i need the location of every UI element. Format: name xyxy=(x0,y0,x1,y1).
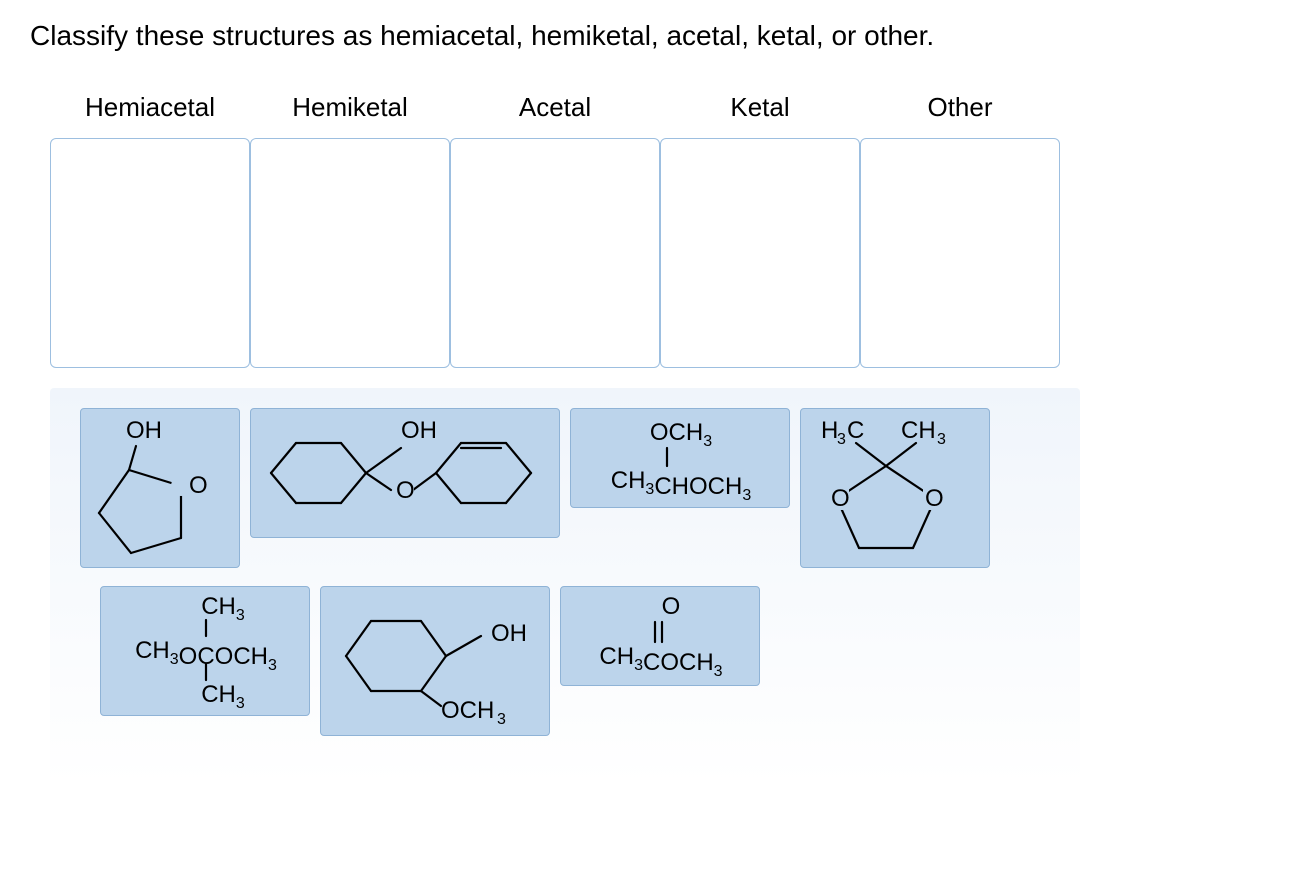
tile-cyclohexane-oh-och3[interactable]: OH OCH3 xyxy=(320,586,550,736)
tile-row-1: OOHOOHOCH3CH3CHOCH3OOH3CCH3 xyxy=(80,408,1050,568)
svg-text:3: 3 xyxy=(937,431,946,448)
svg-text:3: 3 xyxy=(837,431,846,448)
svg-text:OCH3: OCH3 xyxy=(650,419,712,450)
structure-icon: OOH3CCH3 xyxy=(801,408,989,568)
dropzone-hemiketal[interactable] xyxy=(250,138,450,368)
category-acetal: Acetal xyxy=(450,92,660,368)
structure-icon: O CH3COCH3 xyxy=(561,586,759,686)
tile-spiro-ketal[interactable]: O OH xyxy=(250,408,560,538)
svg-text:OH: OH xyxy=(401,417,437,444)
category-row: Hemiacetal Hemiketal Acetal Ketal Other xyxy=(50,92,1272,368)
svg-text:O: O xyxy=(925,485,944,512)
svg-text:H: H xyxy=(821,417,838,444)
svg-text:O: O xyxy=(831,485,850,512)
category-hemiacetal: Hemiacetal xyxy=(50,92,250,368)
question-text: Classify these structures as hemiacetal,… xyxy=(30,20,1272,52)
svg-text:CH3OCOCH3: CH3OCOCH3 xyxy=(135,637,277,674)
svg-text:3: 3 xyxy=(497,711,506,728)
svg-text:OCH: OCH xyxy=(441,697,494,724)
svg-text:CH: CH xyxy=(901,417,936,444)
structure-icon: OCH3 CH3CHOCH3 xyxy=(571,408,789,508)
category-ketal: Ketal xyxy=(660,92,860,368)
category-label: Other xyxy=(927,92,992,123)
svg-text:OH: OH xyxy=(126,417,162,444)
dropzone-hemiacetal[interactable] xyxy=(50,138,250,368)
tile-acetal-text[interactable]: OCH3 CH3CHOCH3 xyxy=(570,408,790,508)
svg-text:CH3: CH3 xyxy=(201,593,245,624)
svg-text:O: O xyxy=(189,472,208,499)
tile-ketal-text[interactable]: CH3 CH3OCOCH3 CH3 xyxy=(100,586,310,716)
category-label: Hemiacetal xyxy=(85,92,215,123)
structure-icon: CH3 CH3OCOCH3 CH3 xyxy=(101,586,309,716)
structure-icon: O OH xyxy=(251,408,559,538)
category-label: Acetal xyxy=(519,92,591,123)
category-other: Other xyxy=(860,92,1060,368)
svg-text:O: O xyxy=(662,593,681,620)
svg-text:CH3: CH3 xyxy=(201,681,245,712)
svg-text:CH3COCH3: CH3COCH3 xyxy=(599,643,722,680)
tile-cyclopentane-oh-o[interactable]: O OH xyxy=(80,408,240,568)
svg-text:O: O xyxy=(396,477,415,504)
tile-row-2: CH3 CH3OCOCH3 CH3 OH OCH3 O CH3COCH3 xyxy=(100,586,1050,736)
category-hemiketal: Hemiketal xyxy=(250,92,450,368)
structure-icon: O OH xyxy=(81,408,239,568)
dropzone-acetal[interactable] xyxy=(450,138,660,368)
dropzone-ketal[interactable] xyxy=(660,138,860,368)
dropzone-other[interactable] xyxy=(860,138,1060,368)
svg-text:C: C xyxy=(847,417,864,444)
category-label: Ketal xyxy=(730,92,789,123)
tiles-tray: OOHOOHOCH3CH3CHOCH3OOH3CCH3 CH3CH3OCOCH3… xyxy=(50,388,1080,784)
svg-text:OH: OH xyxy=(491,620,527,647)
tile-dioxolane-dimethyl[interactable]: OOH3CCH3 xyxy=(800,408,990,568)
category-label: Hemiketal xyxy=(292,92,408,123)
tile-ester-text[interactable]: O CH3COCH3 xyxy=(560,586,760,686)
svg-text:CH3CHOCH3: CH3CHOCH3 xyxy=(611,467,752,504)
structure-icon: OH OCH3 xyxy=(321,586,549,736)
